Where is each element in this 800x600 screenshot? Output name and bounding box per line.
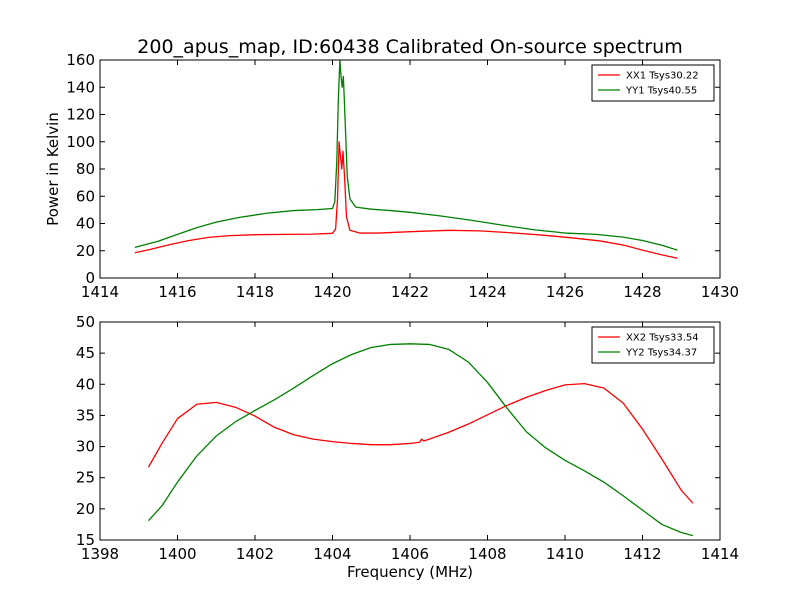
y-tick-label: 20 (76, 500, 95, 518)
y-tick-label: 120 (66, 106, 95, 124)
series-line-2 (147, 343, 694, 537)
legend: XX1 Tsys30.22 YY1 Tsys40.55 (591, 64, 715, 102)
x-tick-label: 1408 (468, 545, 506, 563)
x-tick-label: 1398 (81, 545, 119, 563)
series-line-1 (134, 141, 678, 259)
legend-box (591, 326, 715, 364)
y-tick-label: 140 (66, 78, 95, 96)
legend: XX2 Tsys33.54 YY2 Tsys34.37 (591, 326, 715, 364)
x-tick-label: 1412 (623, 545, 661, 563)
y-tick-label: 0 (85, 269, 95, 287)
x-tick-label: 1430 (701, 283, 739, 301)
chart-title: 200_apus_map, ID:60438 Calibrated On-sou… (137, 36, 682, 58)
y-tick-label: 160 (66, 51, 95, 69)
y-tick-label: 80 (76, 160, 95, 178)
x-tick-label: 1424 (468, 283, 506, 301)
x-tick-label: 1428 (623, 283, 661, 301)
series-group (147, 343, 694, 537)
y-tick-label: 45 (76, 344, 95, 362)
x-tick-label: 1414 (81, 283, 119, 301)
x-tick-label: 1406 (391, 545, 429, 563)
x-tick-label: 1416 (158, 283, 196, 301)
panels: 1414 1416 1418 1420 1422 1424 1426 1428 1430 0 20 4… (44, 51, 739, 581)
y-tick-label: 60 (76, 187, 95, 205)
legend-label-1: XX1 Tsys30.22 (626, 71, 699, 82)
x-tick-label: 1420 (313, 283, 351, 301)
y-tick-label: 50 (76, 313, 95, 331)
x-tick-label: 1402 (236, 545, 274, 563)
y-tick-label: 25 (76, 469, 95, 487)
y-tick-label: 15 (76, 531, 95, 549)
series-line-2 (134, 60, 678, 251)
x-tick-label: 1426 (546, 283, 584, 301)
legend-label-1: XX2 Tsys33.54 (626, 333, 699, 344)
plot-panel-1: 1414 1416 1418 1420 1422 1424 1426 1428 1430 0 20 4… (44, 51, 739, 301)
y-tick-label: 40 (76, 375, 95, 393)
x-tick-label: 1410 (546, 545, 584, 563)
x-tick-label: 1404 (313, 545, 351, 563)
plot-panel-2: 1398 1400 1402 1404 1406 1408 1410 1412 1414 15 20… (76, 313, 739, 581)
y-tick-label: 100 (66, 133, 95, 151)
y-tick-label: 20 (76, 242, 95, 260)
x-tick-label: 1422 (391, 283, 429, 301)
x-tick-label: 1414 (701, 545, 739, 563)
x-tick-label: 1400 (158, 545, 196, 563)
y-tick-label: 30 (76, 438, 95, 456)
x-axis-label: Frequency (MHz) (347, 563, 473, 581)
series-line-1 (147, 383, 694, 504)
legend-label-2: YY1 Tsys40.55 (625, 86, 697, 97)
legend-label-2: YY2 Tsys34.37 (625, 348, 697, 359)
x-tick-label: 1418 (236, 283, 274, 301)
y-axis-label: Power in Kelvin (44, 112, 62, 226)
series-group (134, 60, 678, 259)
y-tick-label: 40 (76, 215, 95, 233)
legend-box (591, 64, 715, 102)
y-tick-label: 35 (76, 406, 95, 424)
